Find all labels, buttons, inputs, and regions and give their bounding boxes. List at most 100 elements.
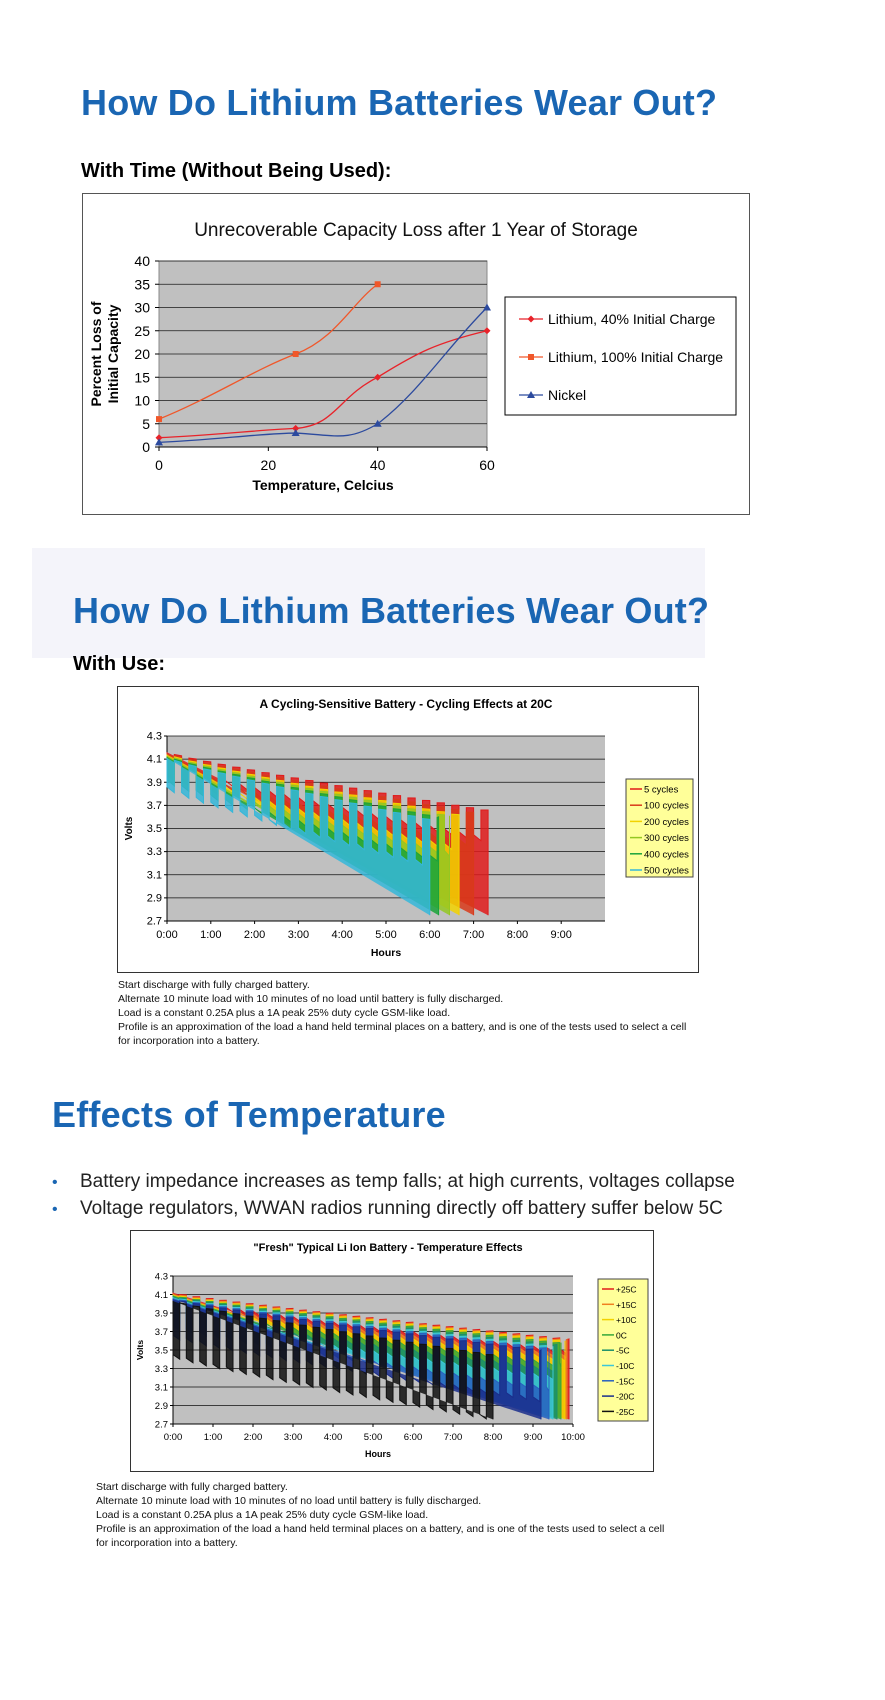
legend-label: -20C [616,1392,634,1402]
x-axis-label: Hours [365,1449,391,1459]
legend-label: 500 cycles [644,866,689,877]
bullet-text: Battery impedance increases as temp fall… [80,1171,735,1192]
y-axis-label: Percent Loss of [88,301,104,406]
y-tick-label: 3.5 [155,1346,168,1357]
y-tick-label: 3.7 [147,800,162,812]
y-tick-label: 0 [142,439,150,455]
data-point-marker [527,391,535,398]
y-axis-label: Volts [135,1340,145,1360]
legend-label: 5 cycles [644,785,679,796]
bullet-item: • Voltage regulators, WWAN radios running… [52,1198,735,1225]
x-axis-label: Temperature, Celcius [252,477,394,493]
chart-cycling: A Cycling-Sensitive Battery - Cycling Ef… [124,697,694,959]
data-point-marker [156,416,162,423]
y-tick-label: 35 [134,276,150,292]
y-tick-label: 2.9 [147,892,162,904]
x-tick-label: 6:00 [404,1432,423,1443]
data-point-marker [291,429,300,437]
y-tick-label: 3.3 [155,1364,168,1375]
chart-storage: Unrecoverable Capacity Loss after 1 Year… [88,220,737,493]
x-axis-label: Hours [371,947,401,959]
x-tick-label: 9:00 [550,929,571,941]
section-1-subtitle: With Time (Without Being Used): [81,160,392,182]
legend-label: 200 cycles [644,817,689,828]
y-tick-label: 4.3 [155,1272,168,1283]
data-point-marker [483,327,491,335]
legend-label: Lithium, 100% Initial Charge [548,349,723,365]
scan-background [32,548,705,658]
legend-label: Nickel [548,387,586,403]
data-point-marker [155,438,163,446]
y-tick-label: 2.9 [155,1401,168,1412]
chart-cycling-panel: A Cycling-Sensitive Battery - Cycling Ef… [117,686,699,973]
y-tick-label: 20 [134,346,150,362]
x-tick-label: 2:00 [244,1432,263,1443]
data-point-marker [483,303,491,311]
legend-label: +25C [616,1285,637,1295]
y-tick-label: 3.7 [155,1327,168,1338]
chart-title: "Fresh" Typical Li Ion Battery - Tempera… [253,1242,522,1254]
chart-storage-panel: Unrecoverable Capacity Loss after 1 Year… [82,193,750,515]
x-tick-label: 7:00 [463,929,484,941]
x-tick-label: 5:00 [375,929,396,941]
y-tick-label: 40 [134,253,150,269]
y-tick-label: 4.1 [155,1290,168,1301]
y-tick-label: 25 [134,323,150,339]
y-tick-label: 30 [134,300,150,316]
chart-temperature: "Fresh" Typical Li Ion Battery - Tempera… [135,1242,649,1459]
y-axis-label: Initial Capacity [105,304,121,403]
y-axis-label: Volts [124,816,135,840]
legend-label: -15C [616,1376,634,1386]
x-tick-label: 8:00 [484,1432,503,1443]
bullet-text: Voltage regulators, WWAN radios running … [80,1198,723,1219]
note-line: Profile is an approximation of the load … [96,1523,665,1535]
series-line [158,307,488,443]
legend-label: -25C [616,1407,634,1417]
legend-label: Lithium, 40% Initial Charge [548,311,716,327]
x-tick-label: 1:00 [200,929,221,941]
x-tick-label: 1:00 [204,1432,223,1443]
series-trace [172,1301,494,1420]
legend-label: -5C [616,1346,630,1356]
y-tick-label: 5 [142,416,150,432]
bullet-list: • Battery impedance increases as temp fal… [52,1171,735,1225]
data-point-marker [292,424,300,432]
section-2-subtitle: With Use: [73,653,166,675]
legend-label: +15C [616,1300,637,1310]
note-line: Load is a constant 0.25A plus a 1A peak … [96,1509,429,1521]
legend-label: 100 cycles [644,801,689,812]
data-point-marker [528,354,534,360]
note-line: Start discharge with fully charged batte… [96,1481,288,1493]
x-tick-label: 5:00 [364,1432,383,1443]
legend-box [625,778,694,878]
x-tick-label: 40 [370,457,386,473]
note-line: Alternate 10 minute load with 10 minutes… [118,993,504,1005]
bullet-dot-icon: • [52,1174,58,1191]
legend-label: 300 cycles [644,833,689,844]
note-line: for incorporation into a battery. [118,1035,260,1047]
legend-label: 400 cycles [644,849,689,860]
data-point-marker [292,351,299,357]
cycling-notes: Start discharge with fully charged batte… [118,978,686,1048]
data-point-marker [373,419,382,427]
x-tick-label: 8:00 [507,929,528,941]
y-tick-label: 15 [134,369,150,385]
section-3-title: Effects of Temperature [52,1094,446,1135]
x-tick-label: 10:00 [561,1432,585,1443]
y-tick-label: 3.9 [147,777,162,789]
y-tick-label: 10 [134,393,150,409]
data-point-marker [374,281,381,288]
section-1-title: How Do Lithium Batteries Wear Out? [81,82,718,123]
legend-label: -10C [616,1361,634,1371]
note-line: Alternate 10 minute load with 10 minutes… [96,1495,482,1507]
note-line: Start discharge with fully charged batte… [118,979,310,991]
bullet-dot-icon: • [52,1201,58,1218]
x-tick-label: 4:00 [331,929,352,941]
temperature-notes: Start discharge with fully charged batte… [96,1480,664,1550]
x-tick-label: 2:00 [244,929,265,941]
legend-label: +10C [616,1315,637,1325]
y-tick-label: 3.9 [155,1309,168,1320]
chart-temperature-panel: "Fresh" Typical Li Ion Battery - Tempera… [130,1230,654,1472]
y-tick-label: 4.3 [147,731,162,743]
x-tick-label: 20 [261,457,277,473]
